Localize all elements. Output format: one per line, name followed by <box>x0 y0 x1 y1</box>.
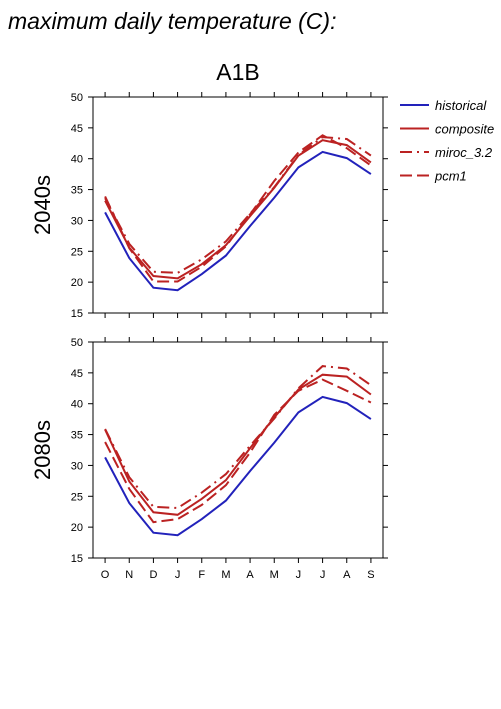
y-tick-label: 15 <box>71 553 83 565</box>
x-tick-label: A <box>246 569 254 581</box>
panel-2040s: 15 20 25 30 35 40 45 50 2040s <box>30 92 388 320</box>
panel-label: 2080s <box>30 420 55 480</box>
x-tick-label: A <box>343 569 351 581</box>
y-tick-label: 40 <box>71 399 83 411</box>
x-tick-label: J <box>175 569 181 581</box>
series-line-pcm1 <box>104 134 372 283</box>
chart-title: A1B <box>216 59 259 85</box>
y-tick-label: 45 <box>71 368 83 380</box>
legend: historical composite miroc_3.2 pcm1 <box>400 98 494 184</box>
x-tick-label: O <box>101 569 110 581</box>
y-tick-label: 15 <box>71 308 83 320</box>
legend-label-composite: composite <box>435 122 494 137</box>
series-line-historical <box>104 150 372 292</box>
x-tick-label: J <box>296 569 302 581</box>
y-tick-label: 30 <box>71 460 83 472</box>
panel-label: 2040s <box>30 175 55 235</box>
plot-frame <box>92 96 384 314</box>
y-tick-label: 35 <box>71 185 83 197</box>
x-tick-label: S <box>367 569 374 581</box>
plot-frame <box>92 341 384 559</box>
series-line-miroc_3.2 <box>104 365 372 510</box>
x-tick-label: N <box>125 569 133 581</box>
x-tick-label: M <box>221 569 230 581</box>
legend-label-historical: historical <box>435 98 487 113</box>
y-tick-label: 40 <box>71 154 83 166</box>
legend-label-miroc_3.2: miroc_3.2 <box>435 145 493 160</box>
x-tick-label: D <box>149 569 157 581</box>
panel-2080s: 15 20 25 30 35 40 45 50 O N D J F M A M J J A S 2080s <box>30 337 388 581</box>
series-line-composite <box>104 139 372 280</box>
y-tick-label: 35 <box>71 430 83 442</box>
x-tick-label: F <box>198 569 205 581</box>
y-tick-label: 25 <box>71 246 83 258</box>
x-tick-label: J <box>320 569 326 581</box>
series-line-composite <box>104 373 372 516</box>
y-tick-label: 50 <box>71 337 83 349</box>
y-tick-label: 25 <box>71 491 83 503</box>
series-line-pcm1 <box>104 378 372 524</box>
y-tick-label: 45 <box>71 123 83 135</box>
x-tick-label: M <box>270 569 279 581</box>
series-line-historical <box>104 395 372 537</box>
y-tick-label: 20 <box>71 277 83 289</box>
y-tick-label: 30 <box>71 215 83 227</box>
legend-label-pcm1: pcm1 <box>434 169 467 184</box>
y-tick-label: 20 <box>71 522 83 534</box>
series-line-miroc_3.2 <box>104 136 372 274</box>
page-title: maximum daily temperature (C): <box>8 8 337 34</box>
y-tick-label: 50 <box>71 92 83 104</box>
